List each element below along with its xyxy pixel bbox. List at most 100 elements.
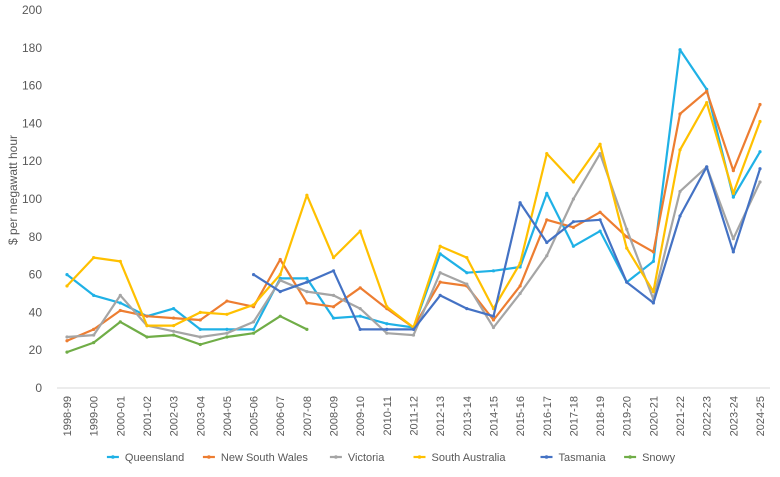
data-point [225,331,229,335]
data-point [278,290,282,294]
data-point [118,259,122,263]
data-point [305,276,309,280]
legend-label: South Australia [432,452,507,464]
data-point [438,271,442,275]
data-point [598,142,602,146]
data-point [331,269,336,273]
data-point [491,314,496,318]
data-point [678,112,682,116]
data-point [758,102,762,107]
data-point [571,220,576,224]
y-tick-label: 60 [29,268,43,282]
x-tick-label: 2005-06 [249,396,261,436]
data-point [545,152,549,156]
x-tick-label: 2024-25 [755,396,767,436]
data-point [145,314,149,318]
data-point [225,327,229,332]
x-tick-label: 2016-17 [542,396,554,436]
data-point [758,180,762,184]
data-point [92,333,96,337]
data-point [758,150,762,154]
data-point [358,314,362,318]
data-point [465,282,469,286]
data-point [172,316,176,320]
data-point [385,331,389,335]
data-point [465,255,469,260]
legend-marker [334,455,338,459]
legend-label: Tasmania [559,452,607,464]
y-tick-label: 40 [29,305,43,319]
data-point [278,273,282,277]
data-point [545,191,549,195]
series-group [65,89,762,343]
legend-label: Snowy [642,452,676,464]
data-point [305,193,309,197]
data-point [118,293,122,297]
data-point [92,255,96,260]
data-point [731,250,735,254]
data-point [92,327,96,332]
x-tick-label: 2007-08 [302,396,314,436]
data-point [438,280,442,284]
data-point [678,189,682,194]
data-point [145,335,149,339]
data-point [705,89,709,93]
legend-item: Queensland [106,452,184,464]
y-tick-label: 80 [29,230,43,244]
data-point [225,312,229,316]
series-line [252,165,762,331]
data-point [305,301,309,305]
legend-marker [207,455,211,459]
data-point [305,290,309,294]
data-point [625,227,629,231]
x-tick-label: 2022-23 [702,396,714,436]
y-tick-label: 0 [35,381,42,395]
x-tick-label: 2013-14 [462,396,474,436]
data-point [251,303,256,307]
legend-item: Snowy [624,452,676,464]
data-point [491,325,496,330]
legend-item: Tasmania [540,452,607,464]
x-tick-label: 2004-05 [222,396,234,436]
data-point [278,278,282,282]
data-point [731,195,735,199]
data-point [358,327,362,332]
data-point [731,191,735,195]
legend-marker [417,455,422,459]
legend-item: New South Wales [202,452,308,464]
y-tick-label: 100 [22,192,42,206]
data-point [651,259,655,263]
data-point [251,331,256,335]
data-point [545,240,549,245]
data-point [198,335,202,339]
x-tick-label: 2023-24 [728,396,740,436]
x-tick-label: 2017-18 [568,396,580,436]
data-point [65,273,69,277]
data-point [358,286,362,290]
data-point [571,180,576,184]
data-point [598,152,602,156]
data-point [65,339,69,343]
data-point [331,305,336,309]
data-point [92,341,96,345]
data-point [251,273,256,277]
data-point [438,252,442,256]
legend-item: South Australia [413,452,507,464]
y-tick-label: 200 [22,3,42,17]
x-tick-label: 2012-13 [435,396,447,436]
data-point [625,235,629,239]
data-point [518,201,522,205]
data-point [518,291,522,296]
x-tick-label: 2000-01 [115,396,127,436]
series-group [65,314,309,354]
data-point [545,218,549,222]
legend-label: Victoria [348,452,385,464]
y-tick-label: 180 [22,41,42,55]
data-point [438,293,442,297]
data-point [331,316,336,320]
data-point [651,301,655,305]
data-point [491,269,496,273]
data-point [198,342,202,347]
data-point [758,167,762,171]
data-point [625,246,629,250]
